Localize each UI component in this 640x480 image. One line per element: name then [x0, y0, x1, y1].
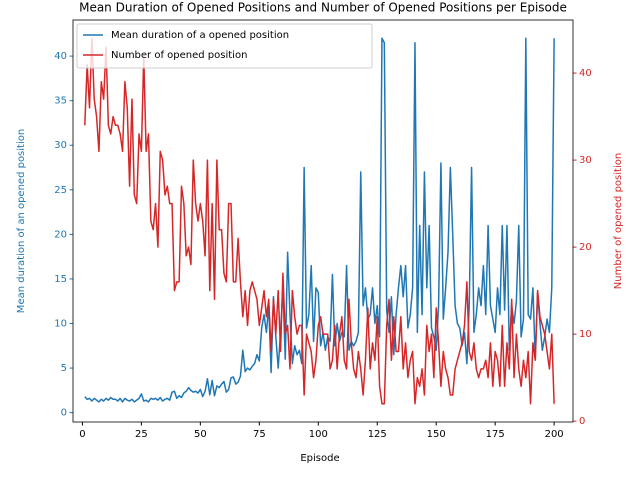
- y-tick-label: 40: [54, 51, 67, 62]
- y-tick-label: 35: [54, 96, 67, 107]
- legend-label: Number of opened position: [111, 50, 247, 61]
- legend-box: [76, 23, 373, 69]
- x-axis-label: Episode: [300, 453, 339, 464]
- y-tick-label: 0: [61, 408, 67, 419]
- y-tick-label: 30: [54, 140, 67, 151]
- plot-frame: [72, 19, 574, 423]
- x-tick-label: 0: [79, 429, 85, 440]
- y-axis-label: Mean duration of an opened position: [16, 129, 27, 313]
- y-tick-label: 5: [61, 363, 67, 374]
- x-tick-label: 25: [135, 429, 148, 440]
- series-line: [84, 37, 555, 403]
- legend-label: Mean duration of a opened position: [111, 30, 289, 41]
- y2-tick-label: 0: [579, 416, 585, 427]
- x-tick-label: 150: [427, 429, 446, 440]
- x-tick-label: 125: [368, 429, 387, 440]
- y2-tick-label: 40: [579, 68, 592, 79]
- x-tick-label: 200: [545, 429, 564, 440]
- series-line: [84, 37, 555, 405]
- y-tick-label: 15: [54, 274, 67, 285]
- y-tick-label: 25: [54, 185, 67, 196]
- x-tick-label: 175: [486, 429, 505, 440]
- y2-axis-label: Number of opened position: [613, 153, 624, 289]
- y-tick-label: 20: [54, 229, 67, 240]
- y2-tick-label: 20: [579, 242, 592, 253]
- x-tick-label: 100: [309, 429, 328, 440]
- x-tick-label: 50: [194, 429, 207, 440]
- y2-tick-label: 10: [579, 329, 592, 340]
- y2-tick-label: 30: [579, 155, 592, 166]
- chart-title: Mean Duration of Opened Positions and Nu…: [79, 1, 567, 15]
- y-tick-label: 10: [54, 319, 67, 330]
- x-tick-label: 75: [253, 429, 266, 440]
